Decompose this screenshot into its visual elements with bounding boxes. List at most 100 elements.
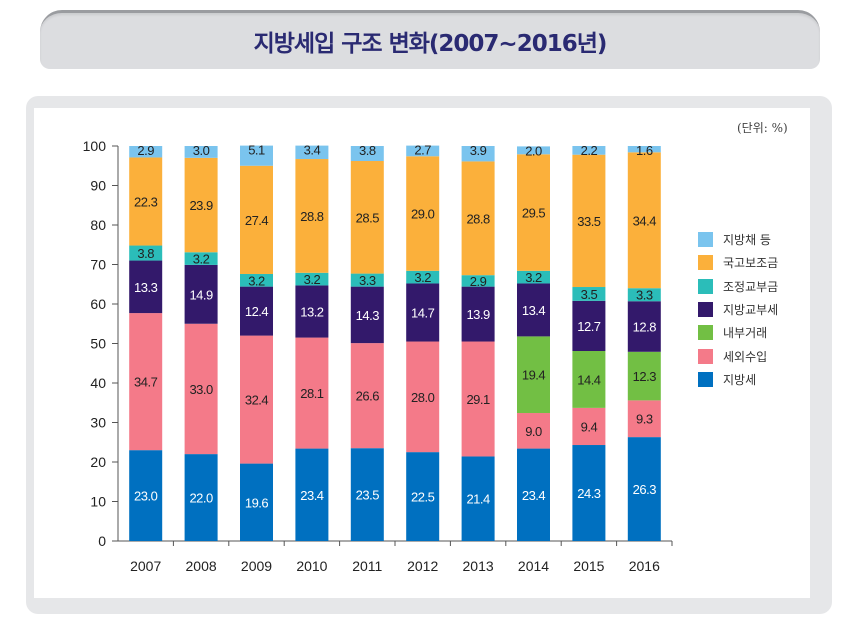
bar-segment [461,286,495,342]
bar-value-label: 24.3 [577,486,601,501]
legend-label: 내부거래 [723,326,768,341]
x-tick-label: 2011 [352,558,382,574]
bar-value-label: 3.5 [581,287,598,302]
legend-item: 내부거래 [698,321,778,344]
bar-value-label: 29.5 [522,206,546,221]
bar-segment [517,336,550,414]
bar-value-label: 32.4 [245,393,269,408]
bar-segment [350,286,384,344]
bar-value-label: 3.2 [414,270,431,285]
bar-segment [406,145,440,157]
bar-value-label: 22.5 [411,490,435,505]
bar-segment [572,407,606,446]
bar-value-label: 29.0 [411,207,435,222]
legend-label: 지방교부세 [723,303,779,318]
bar-segment [350,146,384,162]
bar-segment [572,351,606,408]
chart-title: 지방세입 구조 변화(2007~2016년) [253,31,608,57]
bar-value-label: 3.3 [636,288,653,303]
bar-value-label: 23.0 [134,489,158,504]
legend-label: 세외수입 [723,349,768,364]
title-banner: 지방세입 구조 변화(2007~2016년) [40,10,820,69]
bar-segment [129,313,163,451]
unit-label: (단위: %) [737,121,788,135]
bar-value-label: 14.3 [356,308,380,323]
legend-swatch [698,371,713,387]
x-tick-label: 2008 [186,558,217,574]
bar-segment [517,270,550,284]
bar-value-label: 2.7 [414,143,431,158]
bar-segment [129,260,163,314]
bar-segment [295,448,329,541]
bar-segment [517,154,550,271]
bar-value-label: 23.4 [300,488,324,503]
bar-value-label: 3.9 [470,143,487,158]
bar-segment [240,463,273,541]
bar-value-label: 2.9 [470,274,487,289]
bar-value-label: 9.4 [581,419,598,434]
bar-segment [461,146,495,162]
bar-segment [184,454,218,541]
bar-segment [572,287,606,301]
bar-segment [129,146,163,158]
bar-value-label: 2.9 [137,143,154,158]
bar-segment [295,272,329,286]
legend-item: 지방교부세 [698,298,778,321]
x-tick-label: 2012 [407,558,438,574]
bar-segment [406,341,440,453]
bar-value-label: 28.1 [300,386,324,401]
bar-value-label: 3.4 [304,143,321,158]
bar-value-label: 12.7 [577,319,601,334]
bar-value-label: 26.6 [356,389,380,404]
legend-swatch [698,348,713,364]
x-tick-label: 2010 [296,558,327,574]
y-tick-label: 100 [83,138,107,154]
bar-value-label: 2.0 [525,143,542,158]
bar-segment [572,154,606,288]
bar-segment [517,146,550,155]
bar-value-label: 12.3 [633,369,657,384]
bar-value-label: 3.0 [193,143,210,158]
x-tick-label: 2015 [573,558,604,574]
legend-swatch [698,278,713,294]
bar-value-label: 14.7 [411,305,435,320]
bar-segment [350,273,384,287]
legend-item: 지방세 [698,368,778,391]
x-tick-label: 2016 [629,558,660,574]
x-tick-label: 2013 [463,558,494,574]
legend: 지방채 등 국고보조금 조정교부금 지방교부세 내부거래 세외수입 지방세 [698,228,778,391]
x-tick-label: 2014 [518,558,549,574]
bar-segment [184,323,218,455]
bar-value-label: 28.8 [466,211,490,226]
x-tick-label: 2007 [130,558,161,574]
bar-segment [184,252,218,265]
bar-segment [627,301,661,352]
bar-segment [295,145,329,160]
bar-value-label: 3.2 [525,270,542,285]
bar-segment [406,283,440,342]
bar-segment [295,337,329,449]
bar-segment [517,413,550,449]
bar-segment [129,450,163,541]
bar-value-label: 3.3 [359,273,376,288]
y-tick-label: 0 [98,533,106,549]
bar-value-label: 28.8 [300,209,324,224]
bar-value-label: 14.4 [577,372,601,387]
bar-value-label: 12.8 [633,320,657,335]
bar-segment [184,157,218,253]
bar-value-label: 27.4 [245,213,269,228]
y-tick-label: 20 [90,454,106,470]
bar-value-label: 34.7 [134,375,158,390]
bar-segment [627,152,661,289]
legend-swatch [698,232,713,248]
legend-label: 지방채 등 [723,233,771,248]
bar-value-label: 21.4 [466,492,490,507]
bar-segment [406,156,440,271]
bar-segment [627,351,661,401]
legend-swatch [698,325,713,341]
bar-segment [240,145,273,166]
bar-value-label: 14.9 [189,287,213,302]
bar-value-label: 9.0 [525,424,542,439]
bar-segment [406,452,440,541]
bar-segment [572,445,606,541]
